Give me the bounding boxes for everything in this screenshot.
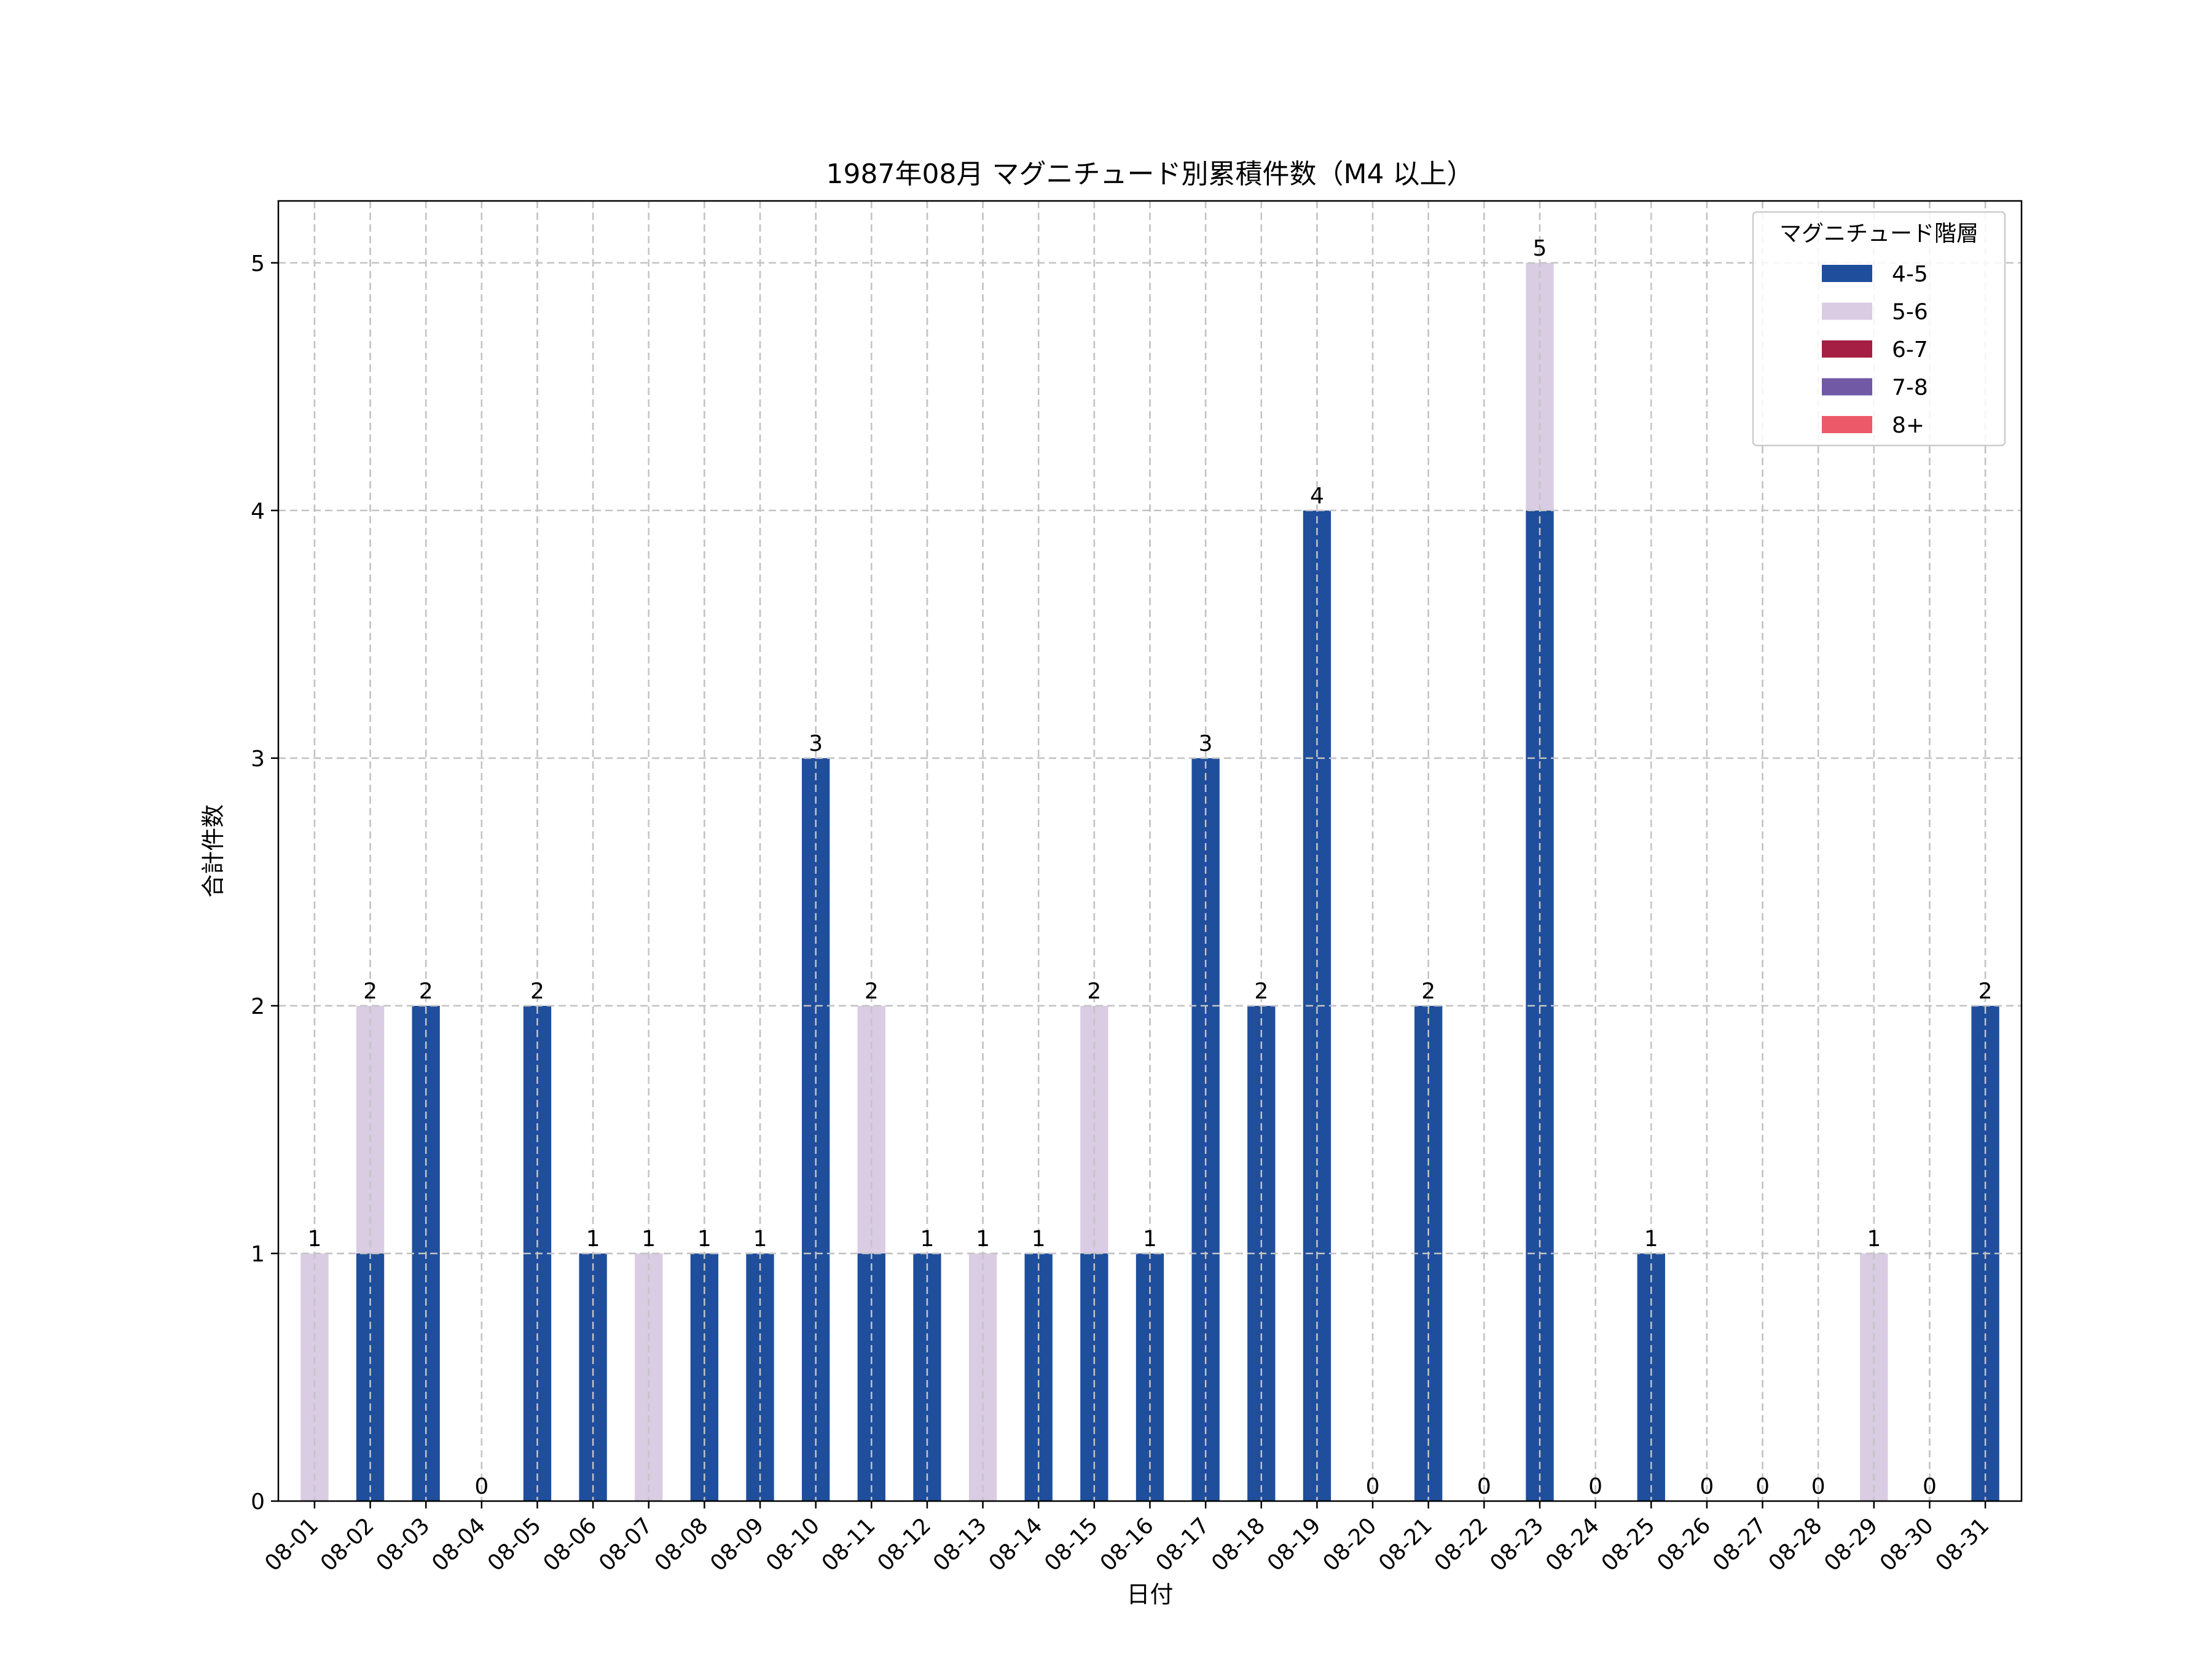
- bar-total-label: 3: [1199, 731, 1213, 756]
- legend-label-4-5: 4-5: [1892, 262, 1928, 287]
- legend-swatch-8+: [1822, 416, 1872, 433]
- bar-segment-4-5: [1135, 1253, 1164, 1501]
- bar-total-label: 2: [1421, 979, 1435, 1004]
- legend-items: 4-5 5-6 6-7 7-8 8+: [1822, 262, 1928, 438]
- bar-total-label: 0: [474, 1474, 488, 1499]
- bar-segment-5-6: [1526, 262, 1554, 511]
- y-tick-label: 5: [251, 251, 265, 276]
- bar-total-label: 2: [1087, 979, 1101, 1004]
- bar-total-label: 1: [697, 1226, 712, 1252]
- bar-segment-5-6: [635, 1253, 663, 1501]
- bar-segment-4-5: [913, 1253, 941, 1501]
- bar-total-label: 0: [1755, 1474, 1770, 1499]
- bar-total-label: 2: [1254, 979, 1268, 1004]
- plot-area-frame: [277, 200, 2023, 1502]
- bar-total-label: 1: [1867, 1226, 1881, 1252]
- y-tick-label: 0: [251, 1489, 265, 1515]
- bar-segment-5-6: [300, 1253, 329, 1501]
- bar-total-label: 2: [1979, 979, 1993, 1004]
- legend-label-8+: 8+: [1892, 413, 1924, 438]
- bar-total-label: 0: [1923, 1474, 1937, 1499]
- grid-overlay: [278, 201, 2022, 1501]
- y-axis-label: 合計件数: [200, 804, 227, 898]
- x-axis-label: 日付: [1126, 1581, 1173, 1608]
- bar-total-label: 1: [753, 1226, 767, 1252]
- legend-label-7-8: 7-8: [1892, 375, 1928, 401]
- bar-total-label: 2: [363, 979, 377, 1004]
- y-tick-label: 3: [251, 747, 265, 772]
- bar-total-label: 4: [1310, 484, 1324, 509]
- bar-total-label: 1: [641, 1226, 656, 1252]
- bar-segment-4-5: [746, 1253, 774, 1501]
- bar-total-label: 2: [530, 979, 544, 1004]
- legend-title: マグニチュード階層: [1779, 221, 1979, 246]
- bar-segment-4-5: [857, 1253, 885, 1501]
- bar-segment-5-6: [968, 1253, 997, 1501]
- bar-total-label: 0: [1477, 1474, 1491, 1499]
- bar-segment-4-5: [1024, 1253, 1053, 1501]
- bar-total-labels: 1 2 2 0 2 1 1 1 1 3 2 1 1 1 2 1 3 2 4 0 2 0 5 0 1 0 0 0 1 0 2: [307, 236, 1992, 1499]
- y-tick-label: 4: [251, 499, 265, 524]
- bar-segment-4-5: [579, 1253, 607, 1501]
- bar-total-label: 1: [976, 1226, 990, 1252]
- bar-total-label: 1: [1143, 1226, 1157, 1252]
- bar-total-label: 1: [1032, 1226, 1046, 1252]
- legend-swatch-5-6: [1822, 302, 1872, 320]
- bar-segment-4-5: [356, 1253, 385, 1501]
- bar-total-label: 1: [1644, 1226, 1658, 1252]
- bar-total-label: 0: [1366, 1474, 1380, 1499]
- bar-segment-4-5: [1080, 1253, 1108, 1501]
- bar-total-label: 5: [1533, 236, 1547, 261]
- bar-total-label: 0: [1811, 1474, 1826, 1499]
- bar-total-label: 3: [809, 731, 823, 756]
- legend: マグニチュード階層 4-5 5-6 6-7 7-8 8+: [1752, 211, 2006, 447]
- y-tick-label: 2: [251, 994, 265, 1019]
- bar-total-label: 0: [1588, 1474, 1602, 1499]
- bar-total-label: 2: [419, 979, 433, 1004]
- legend-label-6-7: 6-7: [1892, 337, 1928, 363]
- legend-label-5-6: 5-6: [1892, 300, 1928, 325]
- bar-total-label: 1: [307, 1226, 321, 1252]
- bar-segment-4-5: [1637, 1253, 1665, 1501]
- y-tick-label: 1: [251, 1242, 265, 1267]
- bar-total-label: 1: [920, 1226, 934, 1252]
- bar-total-label: 2: [865, 979, 879, 1004]
- legend-swatch-7-8: [1822, 378, 1872, 396]
- bar-total-label: 1: [586, 1226, 600, 1252]
- bar-segment-4-5: [690, 1253, 719, 1501]
- y-axis-ticks: 0 1 2 3 4 5: [251, 251, 278, 1515]
- legend-swatch-4-5: [1822, 265, 1872, 282]
- chart-title: 1987年08月 マグニチュード別累積件数（M4 以上）: [826, 159, 1474, 190]
- bar-total-label: 0: [1700, 1474, 1714, 1499]
- legend-box: [1752, 211, 2006, 447]
- bar-segment-5-6: [1860, 1253, 1888, 1501]
- legend-swatch-6-7: [1822, 340, 1872, 358]
